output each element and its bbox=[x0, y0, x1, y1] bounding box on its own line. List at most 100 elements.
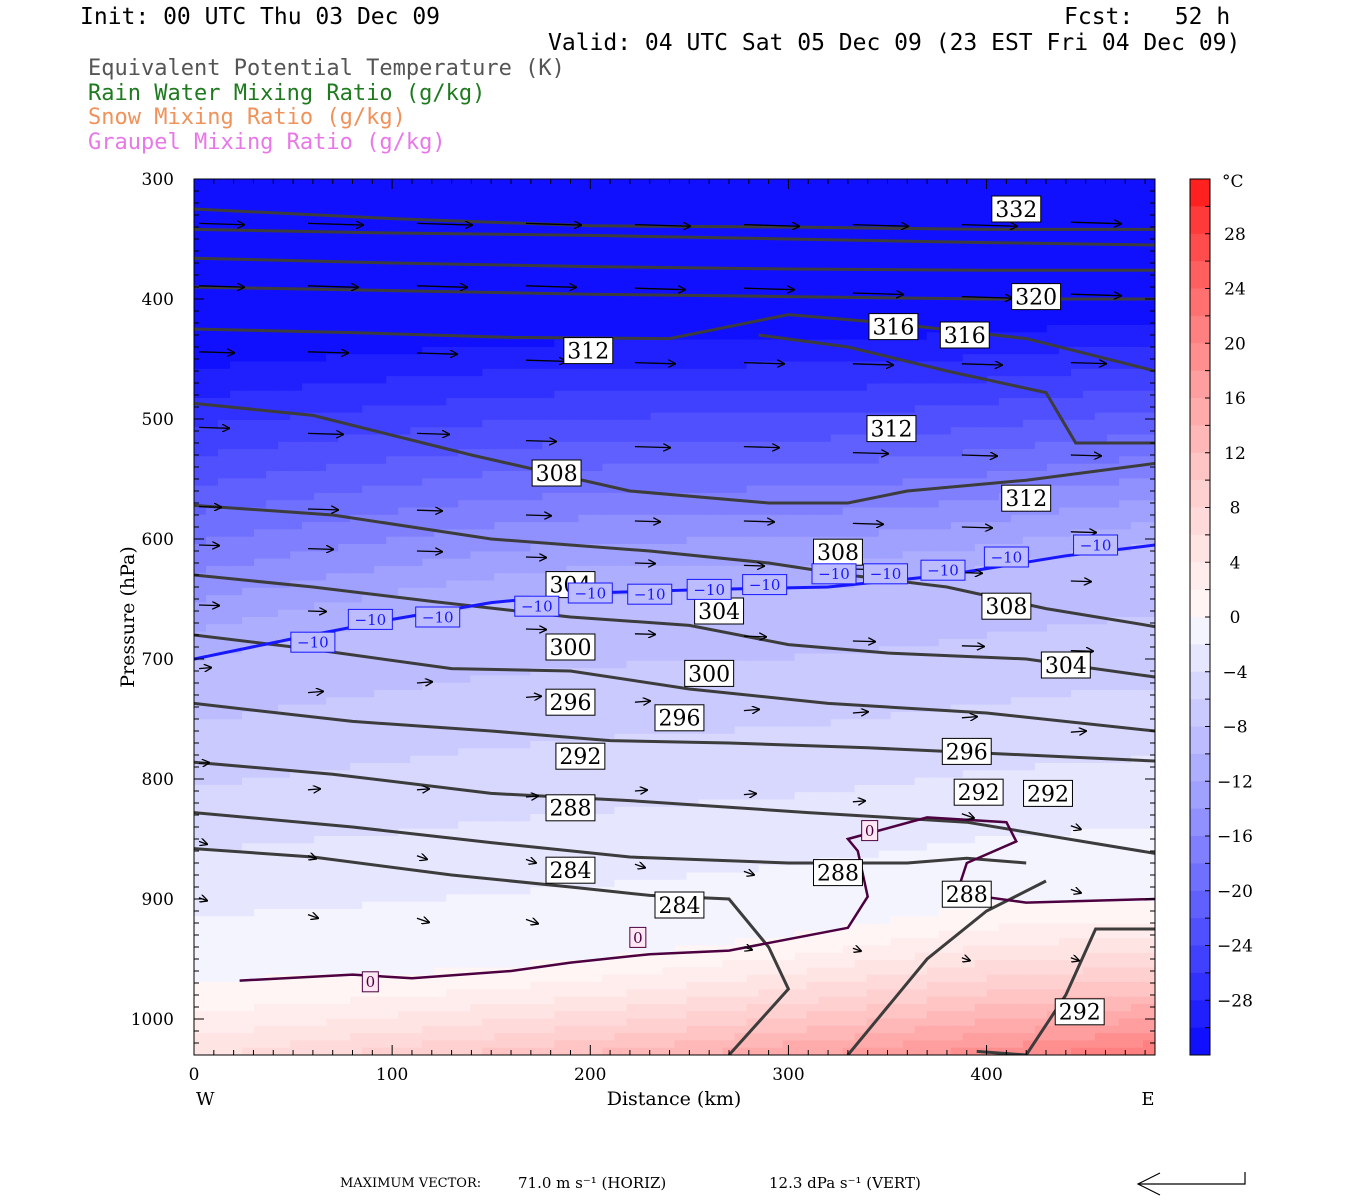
shade-cell bbox=[602, 332, 616, 341]
shade-cell bbox=[458, 668, 471, 676]
shade-cell bbox=[290, 529, 303, 538]
shade-cell bbox=[314, 273, 327, 282]
shade-cell bbox=[446, 733, 459, 742]
shade-cell bbox=[194, 1025, 207, 1034]
shade-cell bbox=[314, 697, 327, 706]
shade-cell bbox=[470, 368, 483, 377]
shade-cell bbox=[194, 215, 207, 224]
shade-cell bbox=[350, 266, 363, 275]
shade-cell bbox=[410, 602, 423, 611]
shade-cell bbox=[278, 288, 291, 297]
shade-cell bbox=[254, 909, 267, 917]
shade-cell bbox=[218, 288, 231, 297]
shade-cell bbox=[266, 945, 279, 954]
shade-cell bbox=[230, 784, 243, 793]
shade-cell bbox=[506, 668, 519, 676]
shade-cell bbox=[542, 492, 555, 501]
shade-cell bbox=[362, 463, 375, 472]
shade-cell bbox=[326, 288, 339, 297]
shade-cell bbox=[206, 872, 219, 881]
shade-cell bbox=[386, 733, 399, 742]
shade-cell bbox=[314, 587, 327, 596]
shade-cell bbox=[278, 821, 291, 830]
shade-cell bbox=[626, 200, 640, 209]
shade-cell bbox=[254, 952, 267, 961]
shade-cell bbox=[578, 303, 592, 311]
shade-cell bbox=[362, 675, 375, 684]
shade-cell bbox=[338, 682, 351, 691]
shade-cell bbox=[614, 376, 628, 384]
shade-cell bbox=[266, 733, 279, 742]
shade-cell bbox=[650, 237, 664, 246]
shade-cell bbox=[578, 930, 592, 939]
shade-cell bbox=[338, 741, 351, 749]
shade-cell bbox=[542, 850, 555, 859]
shade-cell bbox=[242, 390, 255, 399]
shade-cell bbox=[410, 996, 423, 1005]
shade-cell bbox=[434, 901, 447, 910]
shade-cell bbox=[578, 967, 592, 976]
shade-cell bbox=[650, 405, 664, 414]
shade-cell bbox=[542, 1047, 555, 1055]
shade-cell bbox=[482, 295, 495, 304]
shade-cell bbox=[302, 419, 315, 428]
shade-cell bbox=[386, 748, 399, 757]
shade-cell bbox=[326, 544, 339, 552]
shade-cell bbox=[230, 631, 243, 640]
shade-cell bbox=[614, 806, 628, 815]
shade-cell bbox=[266, 536, 279, 545]
shade-cell bbox=[590, 471, 604, 479]
shade-cell bbox=[674, 471, 688, 479]
shade-cell bbox=[494, 412, 507, 421]
shade-cell bbox=[218, 733, 231, 742]
shade-cell bbox=[446, 1025, 459, 1034]
shade-cell bbox=[290, 770, 303, 779]
shade-cell bbox=[218, 602, 231, 611]
shade-cell bbox=[578, 989, 592, 998]
shade-cell bbox=[530, 989, 543, 998]
shade-cell bbox=[494, 398, 507, 406]
shade-cell bbox=[230, 879, 243, 888]
shade-cell bbox=[434, 281, 447, 290]
shade-cell bbox=[554, 938, 567, 947]
shade-cell bbox=[530, 339, 543, 348]
shade-cell bbox=[326, 500, 339, 509]
shade-cell bbox=[362, 602, 375, 611]
shade-cell bbox=[590, 273, 604, 282]
shade-cell bbox=[266, 1025, 279, 1034]
shade-cell bbox=[554, 828, 567, 837]
shade-cell bbox=[338, 449, 351, 457]
shade-cell bbox=[674, 814, 688, 822]
shade-cell bbox=[398, 471, 411, 479]
shade-cell bbox=[542, 989, 555, 998]
shade-cell bbox=[662, 390, 676, 399]
shade-cell bbox=[230, 799, 243, 808]
shade-cell bbox=[422, 974, 435, 983]
shade-cell bbox=[686, 390, 700, 399]
shade-cell bbox=[482, 310, 495, 319]
shade-cell bbox=[350, 390, 363, 399]
shade-cell bbox=[494, 339, 507, 348]
shade-cell bbox=[350, 544, 363, 552]
shade-cell bbox=[434, 755, 447, 764]
shade-cell bbox=[686, 215, 700, 224]
shade-cell bbox=[410, 668, 423, 676]
shade-cell bbox=[410, 711, 423, 720]
shade-cell bbox=[338, 325, 351, 333]
shade-cell bbox=[530, 419, 543, 428]
shade-cell bbox=[446, 565, 459, 574]
shade-cell bbox=[614, 514, 628, 523]
shade-cell bbox=[326, 514, 339, 523]
shade-cell bbox=[566, 828, 579, 837]
shade-cell bbox=[266, 726, 279, 735]
shade-cell bbox=[566, 565, 579, 574]
shade-cell bbox=[386, 821, 399, 830]
shade-cell bbox=[230, 865, 243, 874]
shade-cell bbox=[566, 1011, 579, 1020]
shade-cell bbox=[338, 777, 351, 786]
shade-cell bbox=[302, 485, 315, 494]
shade-cell bbox=[458, 266, 471, 275]
shade-cell bbox=[278, 675, 291, 684]
shade-cell bbox=[206, 587, 219, 596]
shade-cell bbox=[302, 310, 315, 319]
